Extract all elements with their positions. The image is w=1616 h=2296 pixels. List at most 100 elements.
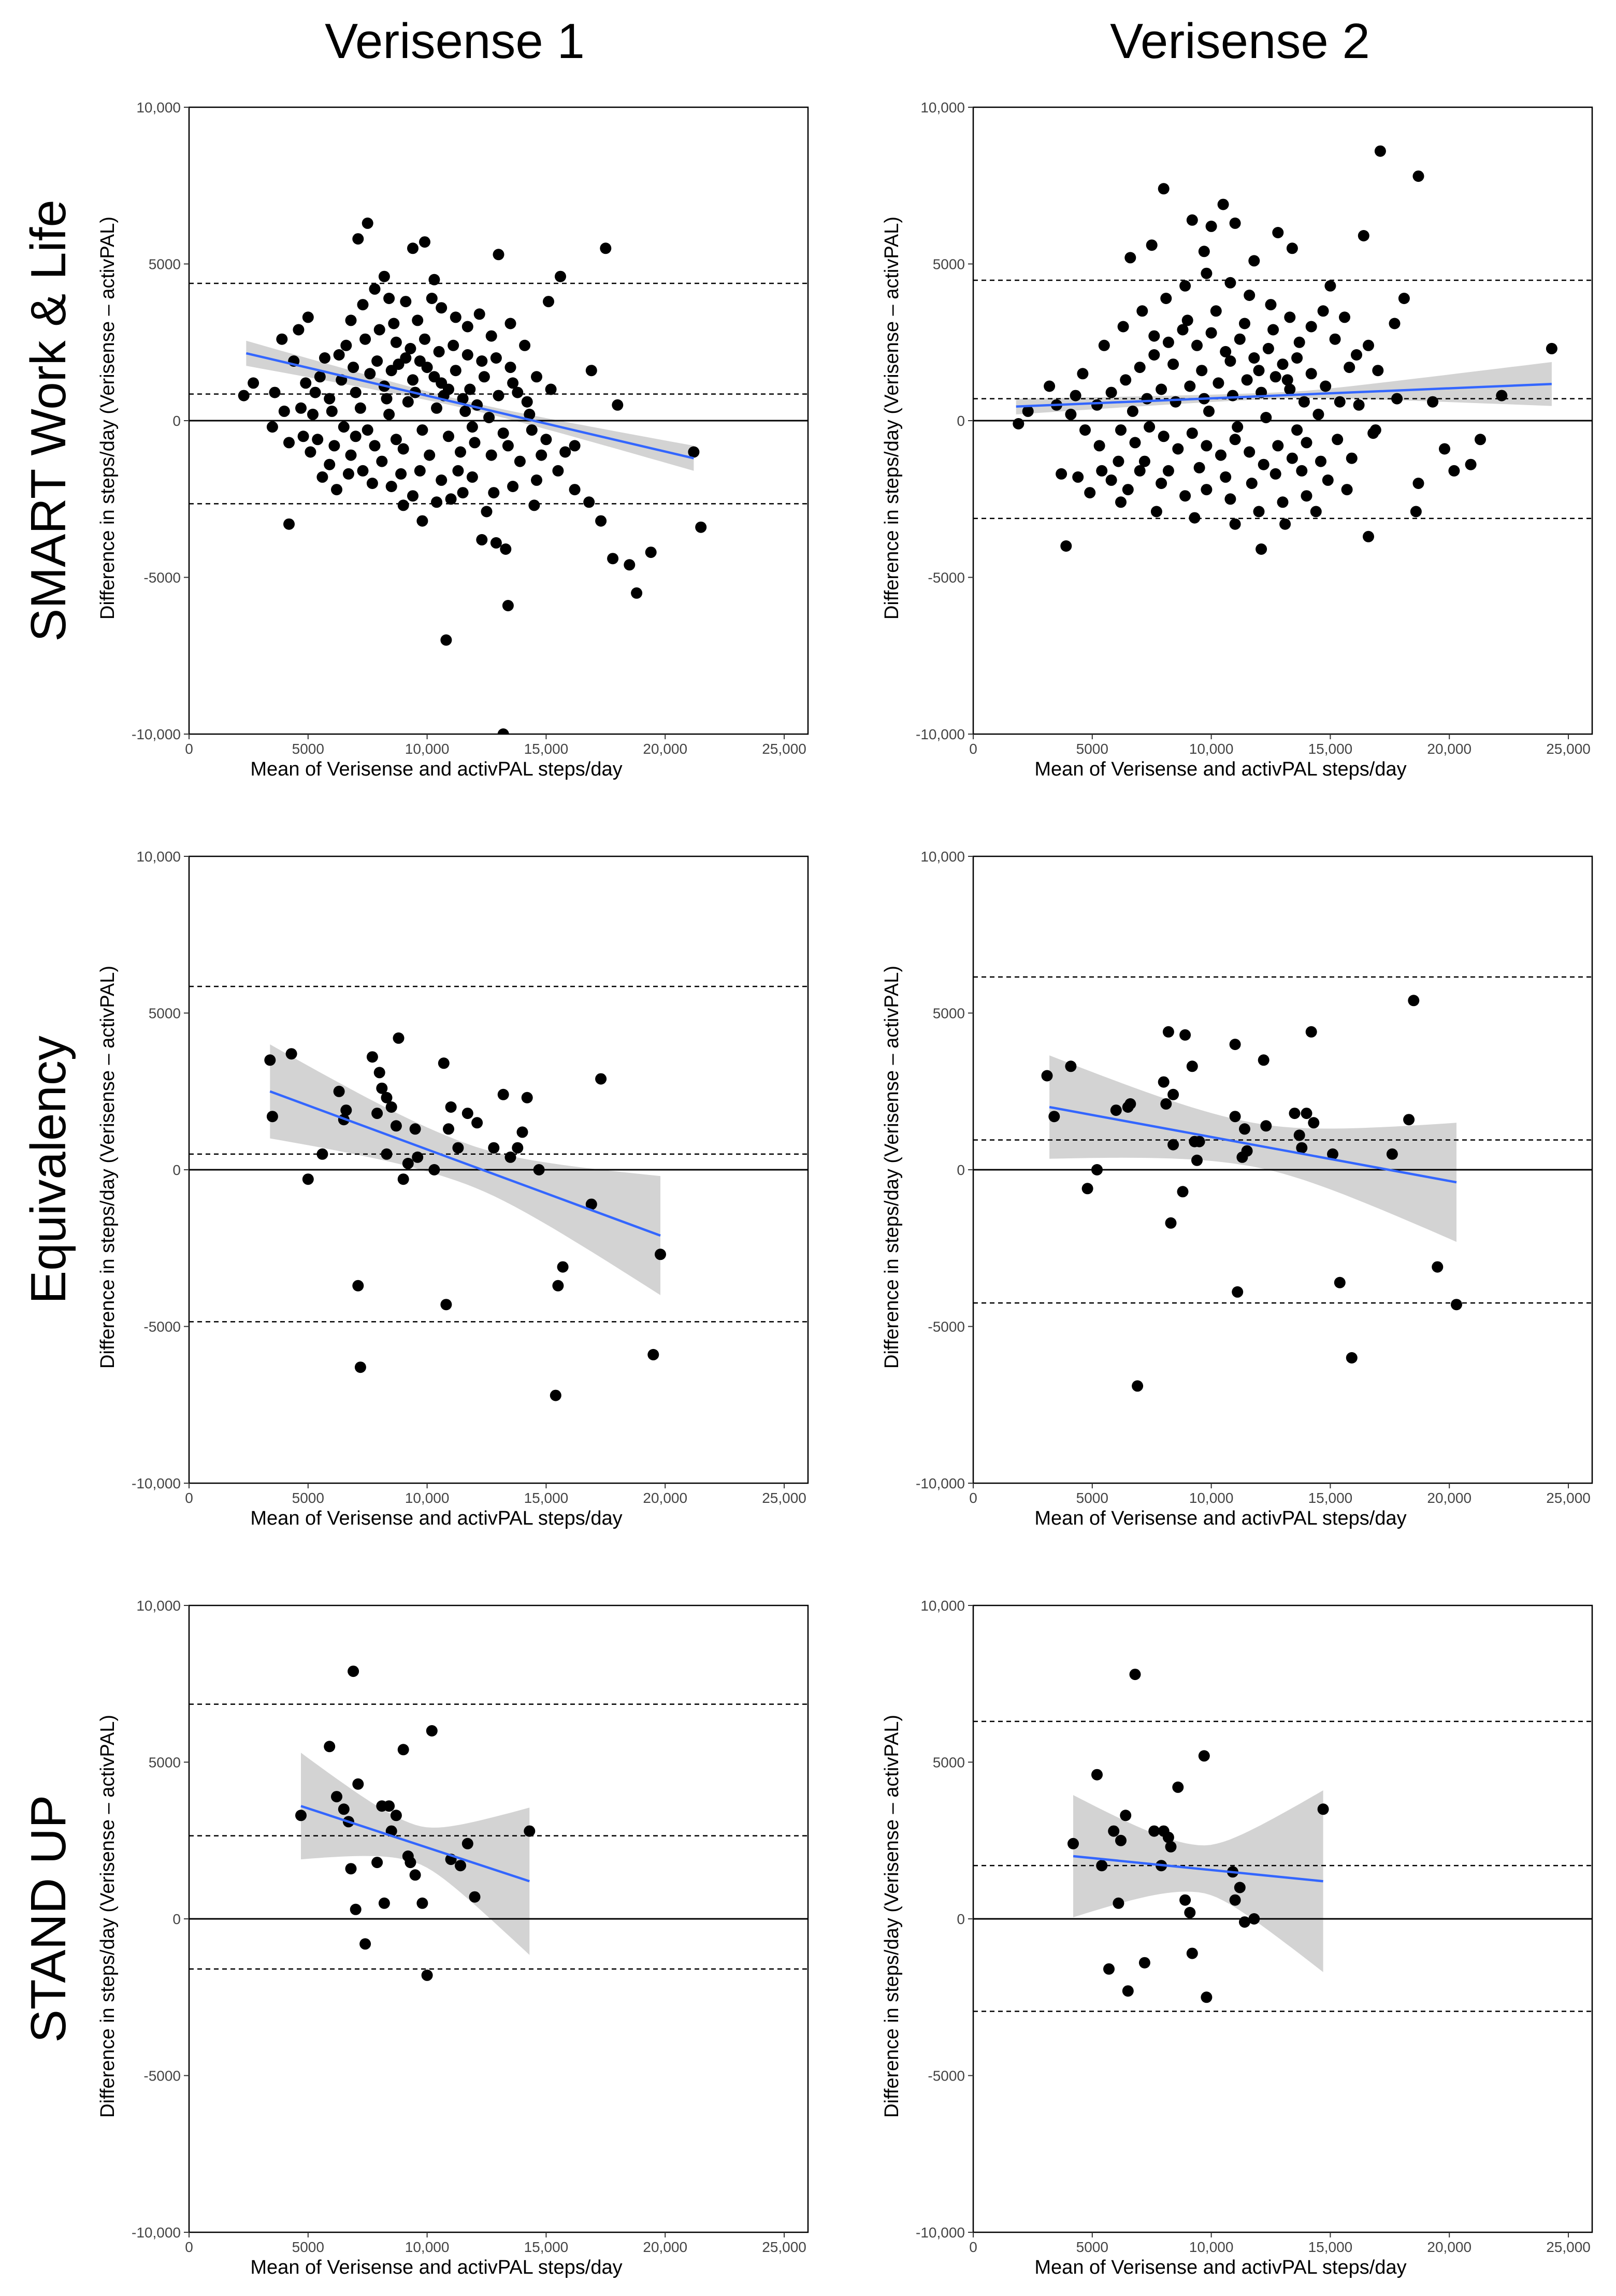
data-point <box>450 365 461 377</box>
data-point <box>455 1860 466 1872</box>
data-point <box>504 318 516 329</box>
x-tick-label: 15,000 <box>1308 2239 1353 2255</box>
panel-2-2: -10,000 -5000 0 5000 10,000 0 5000 10,000 15,000… <box>881 849 1593 1529</box>
data-point <box>1451 1299 1462 1311</box>
data-point <box>300 377 312 389</box>
data-point <box>471 1117 483 1129</box>
data-point <box>1146 239 1158 251</box>
data-point <box>1374 145 1386 157</box>
data-point <box>473 308 485 320</box>
data-point <box>545 383 557 395</box>
data-point <box>524 408 536 420</box>
panel-1-1: -10,000 -5000 0 5000 10,000 0 5000 10,000 15,000… <box>97 99 809 780</box>
data-point <box>1332 434 1344 446</box>
data-point <box>1115 1834 1127 1846</box>
plot-area <box>973 976 1592 1392</box>
data-point <box>1198 1750 1210 1762</box>
data-point <box>383 293 395 304</box>
data-point <box>490 537 502 549</box>
data-point <box>485 449 497 461</box>
data-point <box>1389 318 1401 329</box>
y-tick-label: 0 <box>957 413 965 429</box>
data-point <box>1193 462 1205 473</box>
data-point <box>1179 1029 1191 1041</box>
data-point <box>1229 1111 1241 1123</box>
data-point <box>1286 242 1298 254</box>
data-point <box>1312 408 1324 420</box>
data-point <box>1158 1076 1170 1088</box>
y-tick-label: 10,000 <box>136 99 181 116</box>
data-point <box>1048 1111 1060 1123</box>
data-point <box>1229 217 1241 229</box>
data-point <box>1186 214 1198 226</box>
panel-2-1: -10,000 -5000 0 5000 10,000 0 5000 10,000 15,000… <box>97 849 809 1529</box>
data-point <box>397 443 409 455</box>
data-point <box>1167 1139 1179 1151</box>
data-point <box>1279 518 1291 530</box>
data-point <box>1113 455 1124 467</box>
data-point <box>354 402 366 414</box>
data-point <box>436 474 448 486</box>
data-point <box>1286 452 1298 464</box>
data-point <box>445 1101 457 1113</box>
data-point <box>319 352 330 364</box>
x-tick-label: 5000 <box>1076 1490 1108 1506</box>
data-point <box>1256 543 1267 555</box>
data-point <box>1277 496 1289 508</box>
x-tick-label: 25,000 <box>762 741 806 757</box>
data-point <box>1172 1781 1184 1793</box>
data-point <box>352 1778 364 1790</box>
data-point <box>1298 396 1310 408</box>
data-point <box>1184 380 1196 392</box>
data-point <box>583 496 595 508</box>
data-point <box>1241 1145 1253 1157</box>
data-point <box>1248 255 1260 267</box>
data-point <box>1310 506 1322 518</box>
data-point <box>1132 1380 1144 1392</box>
data-point <box>1334 396 1346 408</box>
data-point <box>443 431 454 442</box>
y-tick-label: 5000 <box>149 1755 181 1771</box>
data-point <box>531 371 542 383</box>
data-point <box>438 1057 450 1069</box>
data-point <box>1122 484 1134 496</box>
data-point <box>1324 280 1336 292</box>
y-tick-label: 10,000 <box>136 1598 181 1614</box>
data-point <box>390 336 402 348</box>
data-point <box>373 324 385 336</box>
data-point <box>324 458 336 470</box>
data-point <box>1158 431 1170 442</box>
data-point <box>385 365 397 377</box>
y-tick-label: -5000 <box>928 2068 965 2084</box>
regression-line <box>300 1805 530 1883</box>
data-point <box>1093 440 1105 452</box>
data-point <box>1079 424 1091 436</box>
regression-line <box>1016 382 1552 408</box>
data-point <box>285 1048 297 1060</box>
data-point <box>428 371 440 383</box>
data-point <box>1334 1276 1346 1288</box>
data-point <box>352 233 364 245</box>
data-point <box>1293 336 1305 348</box>
data-point <box>348 362 359 374</box>
data-point <box>1179 1894 1191 1906</box>
data-point <box>350 431 362 442</box>
data-point <box>350 1903 362 1915</box>
data-point <box>1162 1026 1174 1038</box>
data-point <box>1120 374 1132 386</box>
data-point <box>1136 305 1148 317</box>
plot-area <box>189 1666 808 1981</box>
data-point <box>295 402 307 414</box>
data-point <box>416 424 428 436</box>
data-point <box>416 515 428 527</box>
data-point <box>502 440 514 452</box>
panel-3-1: -10,000 -5000 0 5000 10,000 0 5000 10,000 15,000… <box>97 1598 809 2278</box>
column-title-verisense-2: Verisense 2 <box>1110 13 1370 69</box>
y-tick-label: 10,000 <box>920 99 965 116</box>
data-point <box>526 424 538 436</box>
data-point <box>409 1123 421 1135</box>
data-point <box>1081 1183 1093 1195</box>
x-tick-label: 15,000 <box>524 2239 569 2255</box>
y-tick-label: -10,000 <box>916 726 965 742</box>
data-point <box>1363 339 1374 351</box>
